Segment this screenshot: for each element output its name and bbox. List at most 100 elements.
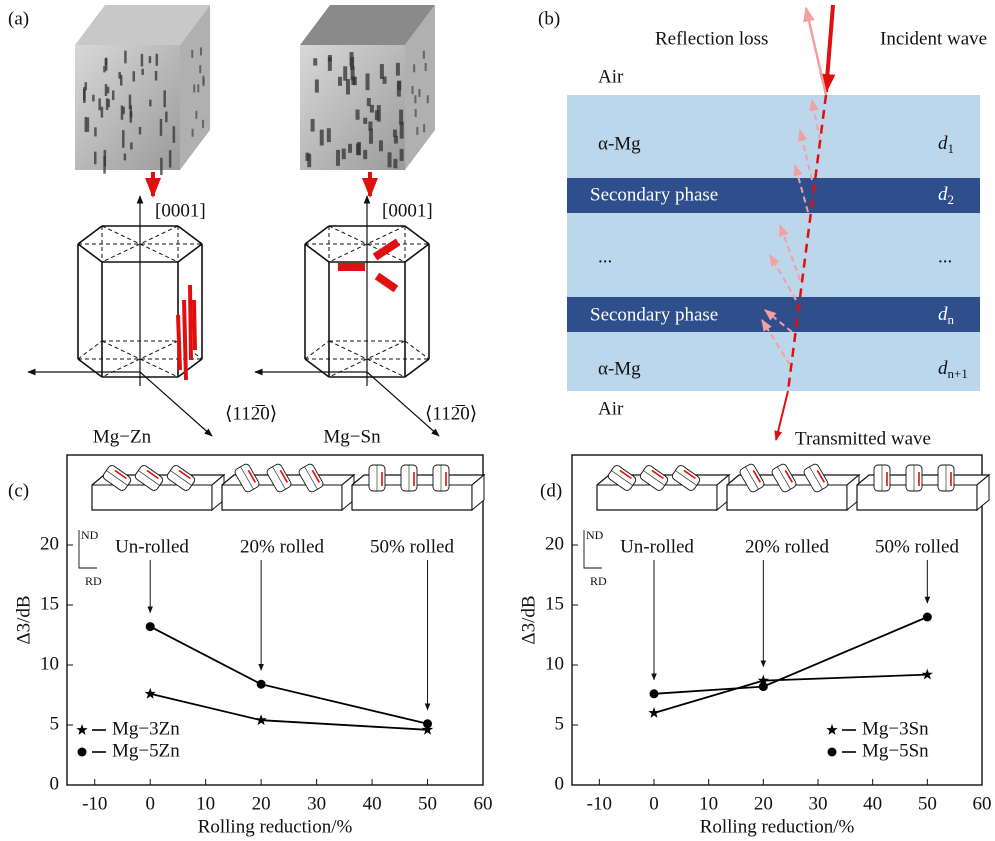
x-tick-label: 20 — [252, 793, 271, 814]
x-tick-label: 60 — [474, 793, 493, 814]
grain — [348, 144, 352, 153]
precipitate — [178, 315, 180, 370]
prism-hidden-edge — [78, 341, 102, 359]
grain — [396, 63, 400, 76]
panel-b: (b) Reflection loss Incident wave Air Ai… — [538, 5, 987, 449]
grain — [160, 119, 163, 136]
x-tick-label: 50 — [918, 793, 937, 814]
grain — [388, 152, 392, 167]
grain — [427, 95, 429, 103]
annotation: Un-rolled — [620, 536, 694, 557]
x-tick-label: 0 — [145, 793, 155, 814]
grain — [394, 136, 398, 144]
grain — [83, 89, 86, 100]
thickness-subscript: 2 — [948, 192, 955, 207]
prism-edge — [78, 359, 102, 377]
grain — [393, 130, 397, 137]
grain — [130, 111, 133, 117]
y-tick-label: 15 — [545, 593, 564, 614]
alloy-label: Mg−Zn — [93, 426, 152, 447]
incident-label: Incident wave — [880, 28, 987, 49]
grain — [141, 69, 144, 75]
x-tick-label: -10 — [82, 793, 107, 814]
legend-marker — [826, 724, 837, 735]
grain — [338, 77, 342, 86]
grain — [156, 54, 159, 66]
a-axis-label: ⟨112̅0⟩ — [225, 403, 277, 424]
orientation-label: RD — [85, 574, 102, 588]
y-tick-label: 5 — [50, 713, 60, 734]
reflection-arrow — [806, 8, 826, 95]
grain — [92, 95, 95, 102]
air-label: Air — [598, 66, 624, 87]
crystal-icon — [433, 465, 449, 491]
x-tick-label: 40 — [363, 793, 382, 814]
crystal-icon — [906, 465, 922, 491]
data-point — [923, 613, 932, 622]
panel-label: (b) — [538, 8, 560, 29]
prism-edge — [78, 226, 102, 244]
transmitted-arrow — [776, 391, 788, 440]
reflection-label: Reflection loss — [655, 28, 768, 49]
prism-edge — [405, 226, 429, 244]
grain — [369, 129, 373, 144]
data-point — [146, 622, 155, 631]
alloy-label: Mg−Sn — [323, 426, 381, 447]
annotation: 50% rolled — [370, 536, 454, 557]
series-line — [654, 617, 927, 694]
y-tick-label: 20 — [545, 533, 564, 554]
grain — [124, 154, 127, 161]
grain — [160, 158, 163, 175]
grain — [173, 126, 176, 143]
grain — [103, 156, 106, 174]
prism-edge — [178, 244, 202, 262]
legend-marker — [828, 748, 837, 757]
grain — [103, 66, 106, 72]
grain — [112, 90, 115, 100]
thickness-symbol: d — [938, 304, 948, 325]
grain — [416, 127, 418, 135]
grain — [379, 140, 383, 151]
data-point — [257, 680, 266, 689]
micrograph-cube — [75, 5, 210, 175]
thickness-label: ... — [938, 246, 952, 267]
grain — [342, 149, 346, 160]
layer-name: Secondary phase — [590, 304, 718, 325]
panel-label: (c) — [8, 480, 29, 501]
grain — [105, 84, 108, 96]
grain — [328, 57, 332, 71]
grain — [397, 81, 401, 96]
grain — [200, 47, 202, 55]
layer-name: α-Mg — [598, 358, 641, 379]
thickness-symbol: d — [938, 184, 948, 205]
grain — [400, 122, 404, 139]
grain — [107, 99, 110, 107]
x-tick-label: -10 — [587, 793, 612, 814]
grain — [197, 84, 199, 92]
grain — [98, 98, 101, 110]
prism-edge — [405, 359, 429, 377]
grain — [85, 82, 88, 90]
data-point — [759, 682, 768, 691]
grain — [193, 85, 195, 93]
orientation-label: RD — [590, 574, 607, 588]
annotation: 20% rolled — [240, 536, 324, 557]
y-tick-label: 10 — [545, 653, 564, 674]
grain — [418, 89, 420, 97]
legend-label: Mg−3Zn — [112, 718, 180, 739]
grain — [101, 107, 104, 118]
grain — [163, 90, 166, 107]
orientation-label: ND — [81, 528, 99, 542]
grain — [94, 127, 97, 136]
grain — [393, 159, 397, 168]
x-tick-label: 0 — [649, 793, 659, 814]
grain — [415, 109, 417, 117]
crystal-icon — [369, 465, 385, 491]
grain — [149, 100, 152, 107]
prism-edge — [178, 226, 202, 244]
grain — [366, 73, 370, 90]
grain — [414, 95, 416, 103]
grain — [313, 58, 317, 65]
legend-marker — [78, 748, 87, 757]
air-label: Air — [598, 398, 624, 419]
